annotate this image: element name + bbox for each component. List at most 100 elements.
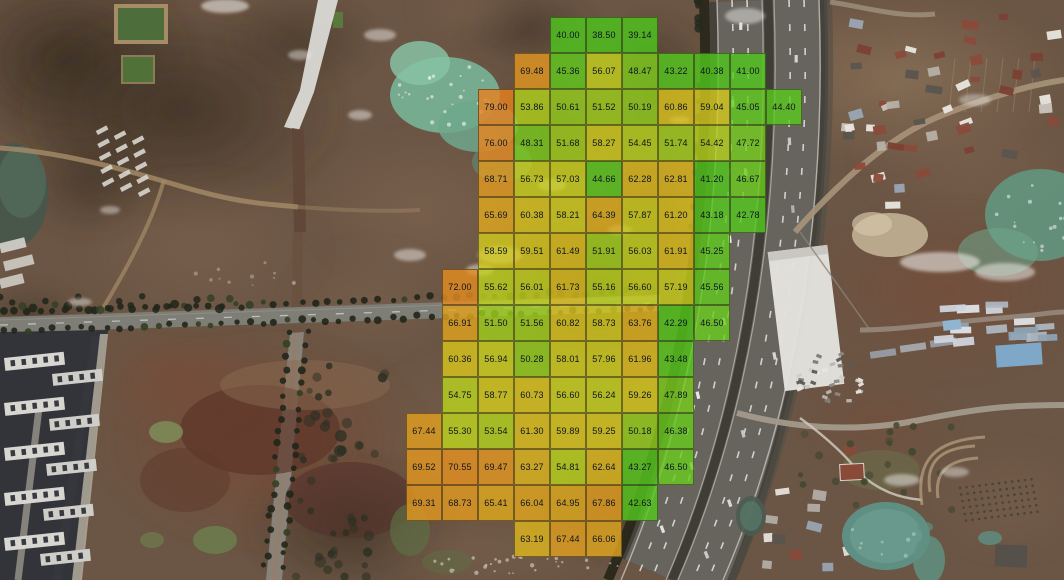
- grid-cell[interactable]: 63.27: [514, 449, 550, 485]
- grid-cell[interactable]: 60.73: [514, 377, 550, 413]
- grid-cell[interactable]: 55.62: [478, 269, 514, 305]
- grid-cell[interactable]: 57.19: [658, 269, 694, 305]
- grid-cell[interactable]: 42.63: [622, 485, 658, 521]
- grid-cell[interactable]: 51.50: [478, 305, 514, 341]
- grid-cell[interactable]: 46.50: [658, 449, 694, 485]
- grid-cell[interactable]: 56.94: [478, 341, 514, 377]
- grid-cell[interactable]: 70.55: [442, 449, 478, 485]
- grid-cell[interactable]: 69.31: [406, 485, 442, 521]
- grid-cell[interactable]: 42.78: [730, 197, 766, 233]
- grid-cell[interactable]: 56.73: [514, 161, 550, 197]
- grid-cell[interactable]: 67.44: [550, 521, 586, 557]
- grid-cell[interactable]: 46.50: [694, 305, 730, 341]
- grid-cell[interactable]: 40.00: [550, 17, 586, 53]
- grid-cell[interactable]: 54.75: [442, 377, 478, 413]
- grid-cell[interactable]: 58.27: [586, 125, 622, 161]
- grid-cell[interactable]: 44.66: [586, 161, 622, 197]
- grid-cell[interactable]: 60.36: [442, 341, 478, 377]
- grid-cell[interactable]: 60.86: [658, 89, 694, 125]
- grid-cell[interactable]: 56.24: [586, 377, 622, 413]
- grid-cell[interactable]: 43.18: [694, 197, 730, 233]
- grid-cell[interactable]: 45.25: [694, 233, 730, 269]
- grid-cell[interactable]: 43.48: [658, 341, 694, 377]
- grid-cell[interactable]: 54.42: [694, 125, 730, 161]
- grid-cell[interactable]: 58.77: [478, 377, 514, 413]
- grid-cell[interactable]: 57.87: [622, 197, 658, 233]
- grid-cell[interactable]: 61.20: [658, 197, 694, 233]
- grid-cell[interactable]: 63.76: [622, 305, 658, 341]
- grid-cell[interactable]: 40.38: [694, 53, 730, 89]
- grid-cell[interactable]: 51.91: [586, 233, 622, 269]
- grid-cell[interactable]: 41.00: [730, 53, 766, 89]
- grid-cell[interactable]: 69.47: [478, 449, 514, 485]
- grid-cell[interactable]: 65.69: [478, 197, 514, 233]
- grid-cell[interactable]: 46.38: [658, 413, 694, 449]
- grid-cell[interactable]: 43.27: [622, 449, 658, 485]
- grid-cell[interactable]: 45.36: [550, 53, 586, 89]
- grid-cell[interactable]: 56.60: [550, 377, 586, 413]
- grid-cell[interactable]: 62.64: [586, 449, 622, 485]
- grid-cell[interactable]: 48.47: [622, 53, 658, 89]
- grid-cell[interactable]: 61.73: [550, 269, 586, 305]
- grid-cell[interactable]: 47.72: [730, 125, 766, 161]
- grid-cell[interactable]: 66.06: [586, 521, 622, 557]
- grid-cell[interactable]: 41.20: [694, 161, 730, 197]
- grid-cell[interactable]: 59.25: [586, 413, 622, 449]
- grid-cell[interactable]: 53.54: [478, 413, 514, 449]
- grid-cell[interactable]: 57.03: [550, 161, 586, 197]
- grid-cell[interactable]: 55.30: [442, 413, 478, 449]
- grid-cell[interactable]: 61.49: [550, 233, 586, 269]
- grid-cell[interactable]: 68.71: [478, 161, 514, 197]
- grid-cell[interactable]: 59.26: [622, 377, 658, 413]
- grid-cell[interactable]: 58.01: [550, 341, 586, 377]
- grid-cell[interactable]: 50.28: [514, 341, 550, 377]
- grid-cell[interactable]: 76.00: [478, 125, 514, 161]
- grid-cell[interactable]: 39.14: [622, 17, 658, 53]
- grid-cell[interactable]: 51.74: [658, 125, 694, 161]
- grid-cell[interactable]: 54.81: [550, 449, 586, 485]
- grid-cell[interactable]: 48.31: [514, 125, 550, 161]
- grid-cell[interactable]: 50.61: [550, 89, 586, 125]
- grid-cell[interactable]: 50.19: [622, 89, 658, 125]
- grid-cell[interactable]: 45.56: [694, 269, 730, 305]
- grid-cell[interactable]: 51.52: [586, 89, 622, 125]
- grid-cell[interactable]: 69.52: [406, 449, 442, 485]
- grid-cell[interactable]: 58.21: [550, 197, 586, 233]
- grid-cell[interactable]: 60.82: [550, 305, 586, 341]
- grid-cell[interactable]: 61.30: [514, 413, 550, 449]
- grid-cell[interactable]: 59.04: [694, 89, 730, 125]
- grid-cell[interactable]: 51.68: [550, 125, 586, 161]
- grid-cell[interactable]: 56.60: [622, 269, 658, 305]
- grid-cell[interactable]: 68.73: [442, 485, 478, 521]
- grid-cell[interactable]: 67.44: [406, 413, 442, 449]
- grid-cell[interactable]: 61.91: [658, 233, 694, 269]
- grid-cell[interactable]: 45.05: [730, 89, 766, 125]
- grid-cell[interactable]: 58.59: [478, 233, 514, 269]
- grid-cell[interactable]: 55.16: [586, 269, 622, 305]
- grid-cell[interactable]: 60.38: [514, 197, 550, 233]
- grid-cell[interactable]: 54.45: [622, 125, 658, 161]
- grid-cell[interactable]: 59.51: [514, 233, 550, 269]
- grid-cell[interactable]: 64.39: [586, 197, 622, 233]
- grid-cell[interactable]: 69.48: [514, 53, 550, 89]
- grid-cell[interactable]: 79.00: [478, 89, 514, 125]
- grid-cell[interactable]: 59.89: [550, 413, 586, 449]
- grid-cell[interactable]: 51.56: [514, 305, 550, 341]
- grid-cell[interactable]: 66.04: [514, 485, 550, 521]
- grid-cell[interactable]: 66.91: [442, 305, 478, 341]
- grid-cell[interactable]: 42.29: [658, 305, 694, 341]
- grid-cell[interactable]: 67.86: [586, 485, 622, 521]
- grid-cell[interactable]: 62.81: [658, 161, 694, 197]
- grid-cell[interactable]: 62.28: [622, 161, 658, 197]
- grid-cell[interactable]: 44.40: [766, 89, 802, 125]
- grid-cell[interactable]: 56.03: [622, 233, 658, 269]
- grid-cell[interactable]: 65.41: [478, 485, 514, 521]
- grid-cell[interactable]: 64.95: [550, 485, 586, 521]
- grid-cell[interactable]: 50.18: [622, 413, 658, 449]
- grid-cell[interactable]: 58.73: [586, 305, 622, 341]
- grid-cell[interactable]: 56.07: [586, 53, 622, 89]
- grid-cell[interactable]: 56.01: [514, 269, 550, 305]
- grid-cell[interactable]: 38.50: [586, 17, 622, 53]
- grid-cell[interactable]: 46.67: [730, 161, 766, 197]
